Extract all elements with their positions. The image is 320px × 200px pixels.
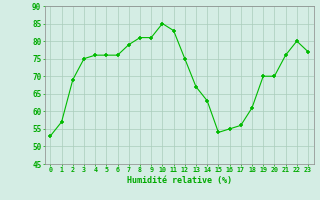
- X-axis label: Humidité relative (%): Humidité relative (%): [127, 176, 232, 185]
